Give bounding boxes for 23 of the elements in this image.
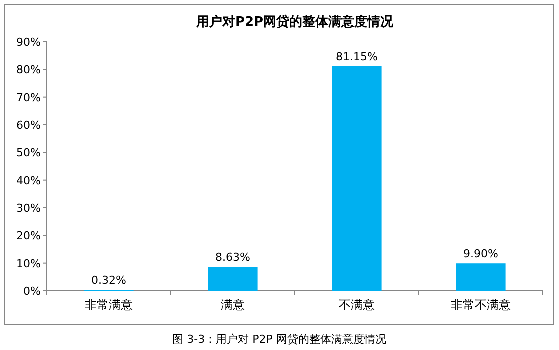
y-tick-label: 90% bbox=[16, 36, 41, 49]
y-tick-label: 0% bbox=[24, 285, 41, 298]
bar bbox=[456, 264, 506, 291]
x-tick-label: 非常不满意 bbox=[451, 298, 511, 312]
x-tick-label: 非常满意 bbox=[85, 298, 133, 312]
y-tick-label: 60% bbox=[16, 119, 41, 132]
data-label: 9.90% bbox=[464, 248, 498, 261]
x-tick-label: 满意 bbox=[221, 298, 245, 312]
bar bbox=[332, 66, 382, 291]
x-tick-label: 不满意 bbox=[339, 298, 375, 312]
y-tick-label: 20% bbox=[16, 230, 41, 243]
chart-title: 用户对P2P网贷的整体满意度情况 bbox=[195, 14, 395, 30]
data-label: 8.63% bbox=[216, 251, 250, 264]
data-label: 0.32% bbox=[92, 274, 126, 288]
y-tick-label: 80% bbox=[16, 64, 41, 77]
y-tick-label: 10% bbox=[16, 257, 41, 270]
y-tick-label: 50% bbox=[16, 146, 41, 160]
caption: 图 3-3：用户对 P2P 网贷的整体满意度情况 bbox=[172, 333, 386, 346]
y-tick-label: 70% bbox=[16, 91, 41, 104]
data-label: 81.15% bbox=[336, 50, 378, 64]
y-tick-label: 30% bbox=[16, 202, 41, 215]
y-tick-label: 40% bbox=[16, 174, 41, 188]
bar bbox=[208, 267, 258, 291]
